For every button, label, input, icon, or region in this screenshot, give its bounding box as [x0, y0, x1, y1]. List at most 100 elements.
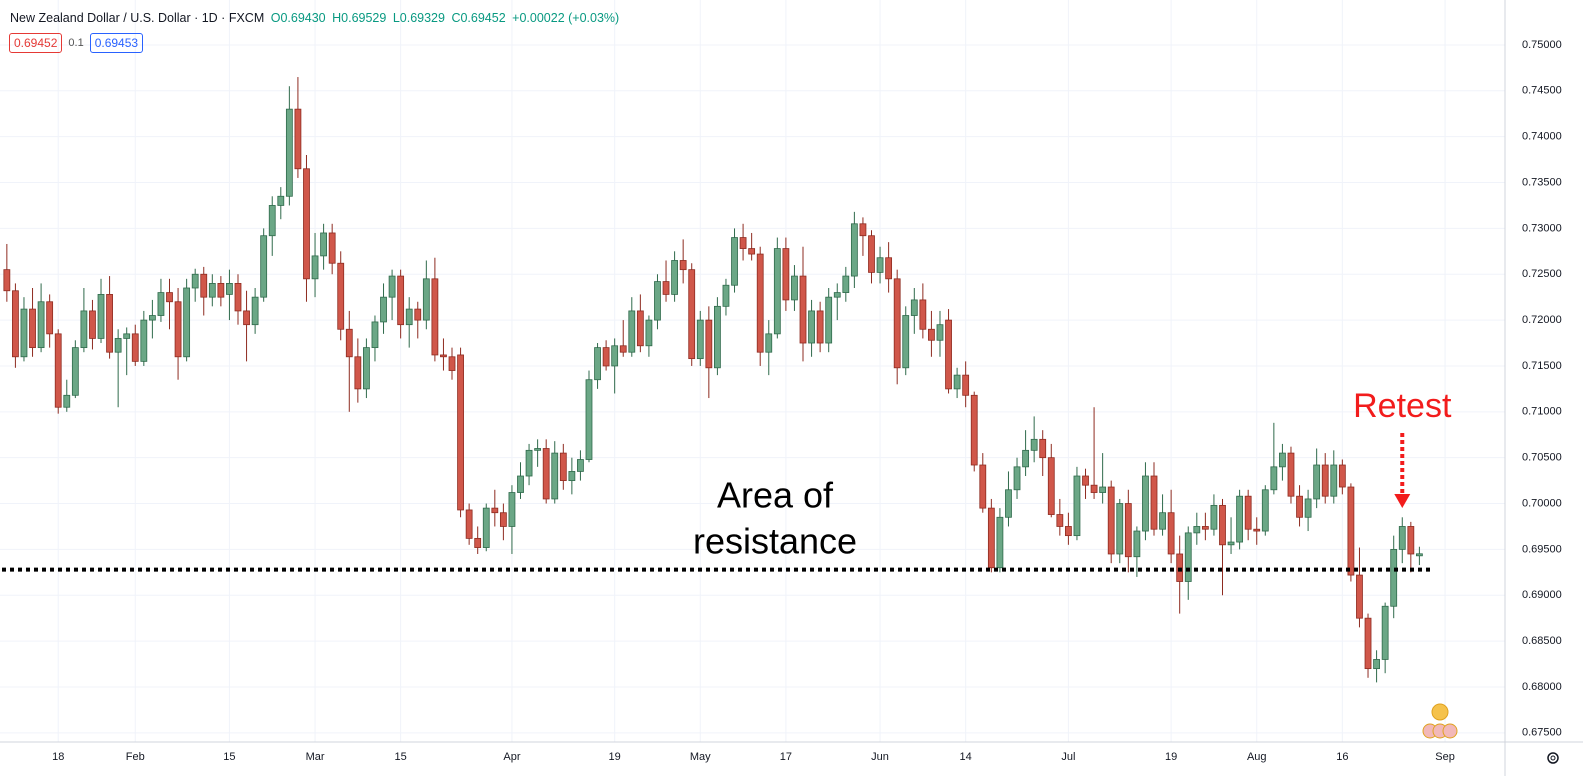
candle-body — [337, 262, 345, 330]
buy-button[interactable]: 0.69453 — [89, 33, 144, 53]
candle-body — [268, 205, 276, 237]
candle-body — [457, 354, 464, 511]
candle-body — [363, 347, 370, 390]
high-value: H0.69529 — [332, 11, 387, 25]
candle-body — [679, 260, 687, 271]
candle-body — [1270, 466, 1278, 491]
settings-icon[interactable] — [1547, 752, 1559, 764]
candle-body — [29, 308, 36, 349]
candle-body — [1056, 514, 1064, 527]
candle-body — [654, 281, 661, 321]
x-tick-label: Jul — [1061, 751, 1075, 763]
candle-body — [688, 269, 696, 360]
candle-body — [285, 108, 293, 197]
candle-body — [1030, 438, 1038, 451]
candle-body — [868, 235, 875, 273]
x-tick-label: 16 — [1336, 751, 1348, 763]
candle-body — [585, 379, 593, 460]
candle-body — [71, 347, 79, 396]
candle-body — [1142, 475, 1149, 532]
candle-body — [1082, 475, 1089, 486]
candle-body — [714, 305, 721, 369]
candle-body — [1159, 512, 1166, 530]
x-tick-label: 15 — [395, 751, 407, 763]
candle-body — [234, 283, 242, 312]
resistance-label: resistance — [693, 521, 857, 562]
gear[interactable] — [1547, 752, 1559, 764]
candle-body — [1124, 503, 1132, 558]
y-tick-label: 0.75000 — [1522, 39, 1562, 51]
candle-body — [371, 321, 379, 349]
sell-button[interactable]: 0.69452 — [9, 33, 63, 53]
candle-body — [405, 308, 413, 326]
x-tick-label: Mar — [306, 751, 325, 763]
candle-body — [1090, 484, 1098, 493]
candle-body — [636, 310, 644, 347]
trade-buttons: 0.69452 0.1 0.69453 — [9, 33, 144, 53]
candle-body — [354, 356, 362, 390]
candle-body — [1390, 548, 1398, 607]
candle-body — [208, 283, 216, 298]
candle-body — [1398, 526, 1406, 550]
candle-body — [791, 275, 798, 301]
x-tick-label: 14 — [960, 751, 972, 763]
event-icon[interactable] — [1431, 703, 1449, 721]
x-tick-label: May — [690, 751, 711, 763]
candle-body — [799, 275, 807, 344]
y-tick-label: 0.68500 — [1522, 635, 1562, 647]
y-tick-label: 0.69000 — [1522, 589, 1562, 601]
candle-body — [97, 294, 105, 339]
y-tick-label: 0.74500 — [1522, 85, 1562, 97]
candle-body — [1073, 475, 1081, 537]
candle-body — [1338, 464, 1346, 488]
candle-body — [491, 507, 499, 514]
candle-body — [20, 308, 28, 358]
candle-body — [1347, 486, 1355, 576]
candle-body — [962, 374, 970, 396]
candle-body — [996, 516, 1004, 569]
candle-body — [936, 324, 944, 341]
candle-body — [662, 281, 670, 295]
candle-body — [893, 278, 901, 369]
candle-body — [568, 471, 576, 482]
candle-body — [953, 374, 961, 390]
candle-body — [148, 315, 156, 321]
candle-body — [1364, 617, 1372, 670]
candle-body — [183, 287, 191, 358]
candle-body — [174, 301, 182, 358]
candle-body — [748, 248, 756, 255]
candle-body — [448, 356, 456, 371]
candle-body — [842, 275, 850, 293]
candle-body — [3, 269, 11, 292]
candle-body — [808, 310, 815, 344]
candle-body — [260, 235, 268, 298]
candle-body — [525, 449, 533, 477]
x-tick-label: Sep — [1435, 751, 1455, 763]
event-icon[interactable] — [1442, 723, 1458, 739]
candle-body — [1116, 503, 1124, 555]
candle-body — [54, 333, 62, 408]
grid — [0, 0, 1505, 742]
candle-body — [1296, 495, 1303, 518]
candle-body — [1047, 457, 1055, 515]
candle-body — [928, 328, 935, 341]
y-tick-label: 0.74000 — [1522, 131, 1562, 143]
event-icons[interactable] — [1422, 703, 1458, 739]
candle-body — [1356, 574, 1363, 619]
candle-body — [157, 292, 165, 316]
candle-body — [705, 319, 713, 369]
candle-body — [1133, 530, 1141, 558]
gear-center[interactable] — [1550, 755, 1556, 761]
candle-body — [46, 301, 54, 335]
candle-body — [1210, 504, 1218, 530]
candle-body — [114, 338, 122, 353]
annotations: Area of resistance Retest — [2, 387, 1452, 572]
candle-body — [422, 278, 430, 321]
candle-body — [80, 310, 88, 349]
candle-body — [106, 294, 113, 353]
candle-body — [311, 255, 319, 280]
close-value: C0.69452 — [451, 11, 506, 25]
candle-body — [414, 308, 422, 321]
